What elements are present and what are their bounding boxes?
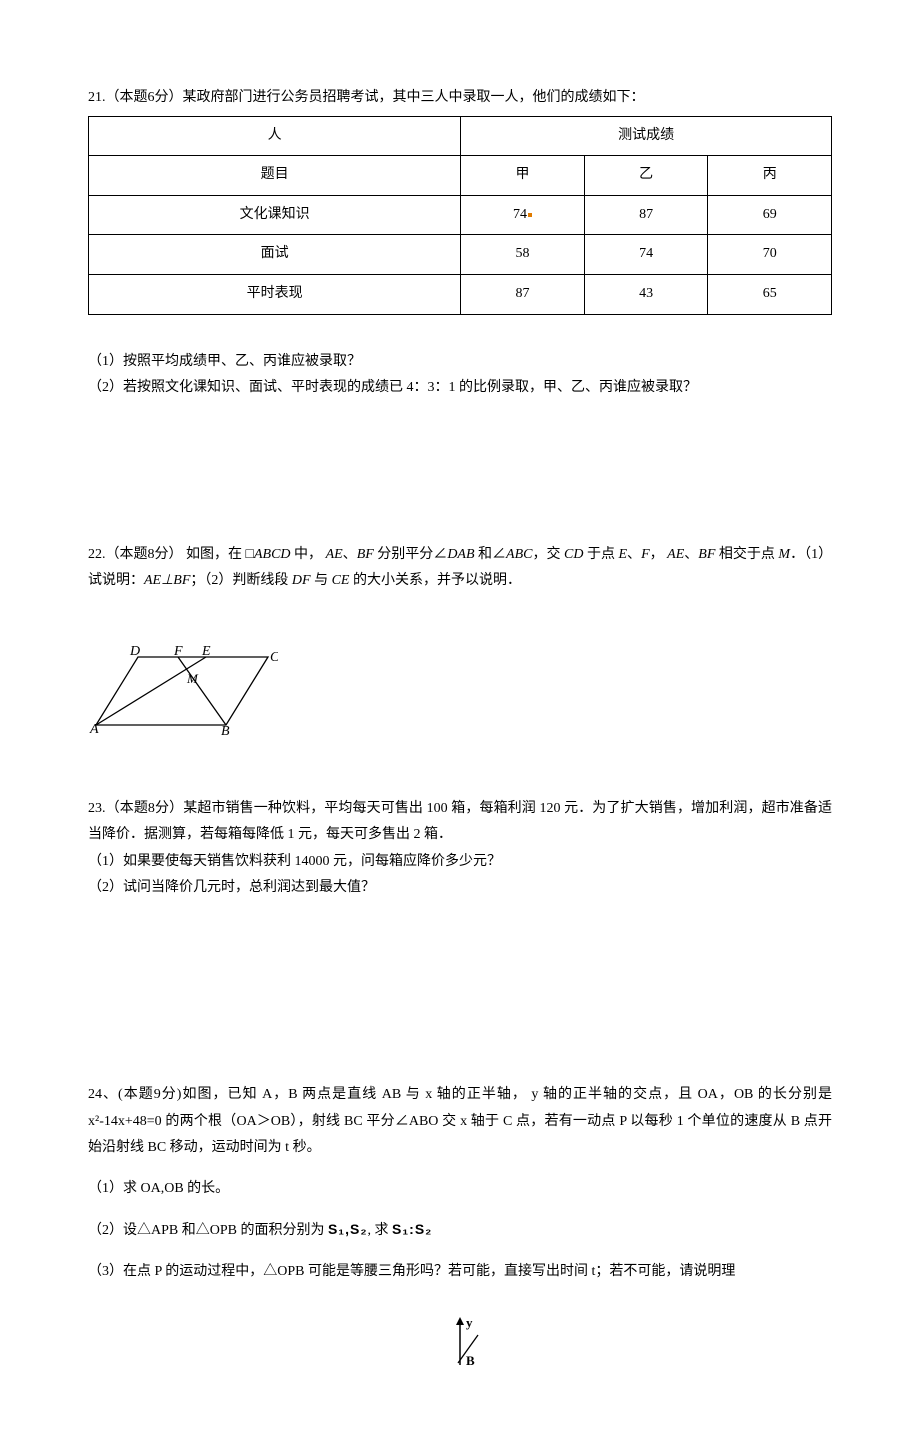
table-cell-label: 文化课知识 — [89, 195, 461, 235]
table-col-c: 丙 — [708, 156, 832, 196]
q21-heading: 21.（本题6分）某政府部门进行公务员招聘考试，其中三人中录取一人，他们的成绩如… — [88, 85, 832, 112]
table-cell-value: 74 — [461, 195, 585, 235]
q23-line1: 23.（本题8分）某超市销售一种饮料，平均每天可售出 100 箱，每箱利润 12… — [88, 796, 832, 849]
q21-sub2: （2）若按照文化课知识、面试、平时表现的成绩已 4：3：1 的比例录取，甲、乙、… — [88, 375, 832, 402]
svg-text:F: F — [173, 645, 183, 659]
table-cell-label: 平时表现 — [89, 274, 461, 314]
svg-text:A: A — [89, 722, 99, 735]
table-cell-value: 87 — [584, 195, 708, 235]
problem-21: 21.（本题6分）某政府部门进行公务员招聘考试，其中三人中录取一人，他们的成绩如… — [88, 85, 832, 402]
q24-sub1: （1）求 OA,OB 的长。 — [88, 1176, 832, 1203]
dot-accent-icon — [528, 213, 532, 217]
q21-score-table: 人 测试成绩 题目 甲 乙 丙 文化课知识 74 87 69 面试 58 74 … — [88, 116, 832, 315]
q24-sub3: （3）在点 P 的运动过程中，△OPB 可能是等腰三角形吗？若可能，直接写出时间… — [88, 1259, 832, 1286]
q24-sub2: （2）设△APB 和△OPB 的面积分别为 S₁,S₂, 求 S₁:S₂ — [88, 1216, 832, 1245]
table-cell-value: 43 — [584, 274, 708, 314]
q23-sub1: （1）如果要使每天销售饮料获利 14000 元，问每箱应降价多少元？ — [88, 849, 832, 876]
table-row: 面试 58 74 70 — [89, 235, 832, 275]
problem-24: 24、(本题9分)如图，已知 A，B 两点是直线 AB 与 x 轴的正半轴， y… — [88, 1082, 832, 1381]
q23-sub2: （2）试问当降价几元时，总利润达到最大值？ — [88, 875, 832, 902]
svg-text:E: E — [201, 645, 211, 659]
problem-22: 22.（本题8分） 如图，在 □ABCD 中， AE、BF 分别平分∠DAB 和… — [88, 542, 832, 746]
table-cell-value: 65 — [708, 274, 832, 314]
table-cell-value: 87 — [461, 274, 585, 314]
problem-23: 23.（本题8分）某超市销售一种饮料，平均每天可售出 100 箱，每箱利润 12… — [88, 796, 832, 902]
table-cell-value: 69 — [708, 195, 832, 235]
q22-parallelogram-diagram: A B C D E F M — [88, 645, 832, 746]
table-col-b: 乙 — [584, 156, 708, 196]
table-row: 平时表现 87 43 65 — [89, 274, 832, 314]
table-cell-label: 面试 — [89, 235, 461, 275]
symbol-ratio: S₁:S₂ — [392, 1221, 432, 1237]
q22-text: 22.（本题8分） 如图，在 □ABCD 中， AE、BF 分别平分∠DAB 和… — [88, 542, 832, 595]
table-col-a: 甲 — [461, 156, 585, 196]
table-row: 文化课知识 74 87 69 — [89, 195, 832, 235]
table-row-subject: 题目 — [89, 156, 461, 196]
table-cell-value: 58 — [461, 235, 585, 275]
symbol-s1s2: S₁,S₂ — [328, 1221, 368, 1237]
q24-line1: 24、(本题9分)如图，已知 A，B 两点是直线 AB 与 x 轴的正半轴， y… — [88, 1082, 832, 1162]
svg-text:C: C — [270, 650, 278, 665]
q24-axis-diagram: y B — [88, 1315, 832, 1381]
table-cell-value: 74 — [584, 235, 708, 275]
table-head-person: 人 — [89, 116, 461, 156]
svg-text:y: y — [466, 1315, 473, 1330]
q21-sub1: （1）按照平均成绩甲、乙、丙谁应被录取？ — [88, 349, 832, 376]
svg-text:D: D — [129, 645, 140, 659]
svg-text:B: B — [466, 1353, 475, 1368]
svg-text:B: B — [221, 724, 230, 735]
table-head-score: 测试成绩 — [461, 116, 832, 156]
svg-text:M: M — [186, 671, 199, 686]
table-cell-value: 70 — [708, 235, 832, 275]
